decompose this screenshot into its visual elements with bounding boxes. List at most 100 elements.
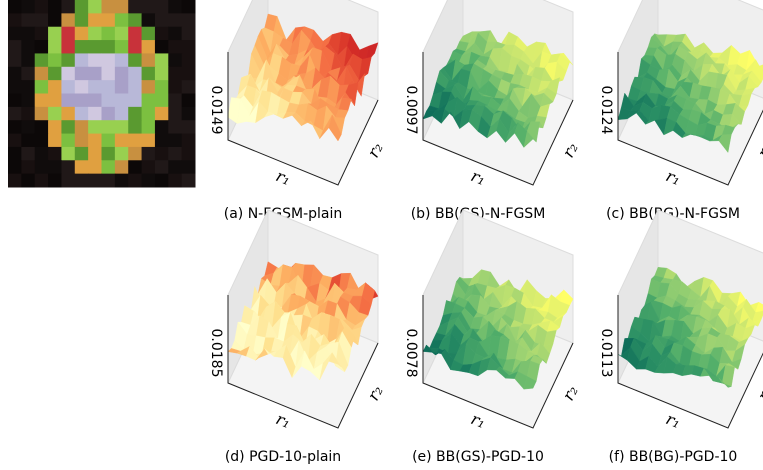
image-pixel: [128, 40, 142, 54]
image-pixel: [88, 53, 102, 67]
image-pixel: [102, 67, 116, 81]
image-pixel: [115, 160, 129, 174]
image-pixel: [75, 40, 89, 54]
image-pixel: [88, 94, 102, 108]
image-pixel: [8, 94, 22, 108]
image-pixel: [182, 174, 196, 188]
image-pixel: [75, 80, 89, 94]
image-pixel: [48, 94, 62, 108]
image-pixel: [35, 94, 49, 108]
image-pixel: [115, 174, 129, 188]
image-pixel: [128, 134, 142, 148]
image-pixel: [155, 160, 169, 174]
image-pixel: [155, 67, 169, 81]
image-pixel: [61, 0, 75, 14]
image-pixel: [21, 94, 35, 108]
image-pixel: [182, 147, 196, 161]
image-pixel: [102, 80, 116, 94]
image-pixel: [21, 134, 35, 148]
caption: (f) BB(BG)-PGD-10: [609, 449, 738, 465]
image-pixel: [75, 120, 89, 134]
image-pixel: [61, 107, 75, 121]
image-pixel: [88, 40, 102, 54]
image-pixel: [35, 120, 49, 134]
image-pixel: [128, 160, 142, 174]
image-pixel: [168, 0, 182, 14]
image-pixel: [128, 67, 142, 81]
caption: (d) PGD-10-plain: [225, 449, 341, 465]
image-pixel: [102, 120, 116, 134]
image-pixel: [48, 147, 62, 161]
image-pixel: [142, 67, 156, 81]
y-axis-label: r₂: [753, 382, 763, 403]
image-pixel: [142, 40, 156, 54]
image-pixel: [88, 67, 102, 81]
image-pixel: [168, 174, 182, 188]
image-pixel: [102, 160, 116, 174]
image-pixel: [21, 53, 35, 67]
image-pixel: [168, 160, 182, 174]
image-pixel: [61, 120, 75, 134]
image-pixel: [48, 174, 62, 188]
image-pixel: [115, 94, 129, 108]
image-pixel: [182, 0, 196, 14]
image-pixel: [182, 13, 196, 27]
image-pixel: [35, 0, 49, 14]
image-pixel: [75, 134, 89, 148]
image-pixel: [8, 107, 22, 121]
y-axis-label: r₂: [558, 139, 581, 160]
image-pixel: [48, 0, 62, 14]
image-pixel: [8, 27, 22, 41]
image-pixel: [48, 134, 62, 148]
image-pixel: [88, 174, 102, 188]
image-pixel: [115, 134, 129, 148]
image-pixel: [75, 0, 89, 14]
image-pixel: [142, 174, 156, 188]
image-pixel: [128, 13, 142, 27]
image-pixel: [21, 27, 35, 41]
image-pixel: [8, 134, 22, 148]
image-pixel: [142, 80, 156, 94]
image-pixel: [142, 134, 156, 148]
image-pixel: [88, 107, 102, 121]
image-pixel: [182, 80, 196, 94]
image-pixel: [128, 53, 142, 67]
image-pixel: [48, 40, 62, 54]
image-pixel: [75, 94, 89, 108]
image-pixel: [35, 174, 49, 188]
image-pixel: [61, 67, 75, 81]
image-pixel: [168, 80, 182, 94]
image-pixel: [128, 107, 142, 121]
image-pixel: [35, 67, 49, 81]
image-pixel: [75, 53, 89, 67]
image-pixel: [8, 80, 22, 94]
image-pixel: [61, 94, 75, 108]
image-pixel: [168, 40, 182, 54]
page: {"panels": [ {"caption": "(a) N-FGSM-pla…: [0, 0, 763, 470]
image-pixel: [75, 27, 89, 41]
image-pixel: [168, 13, 182, 27]
image-pixel: [182, 107, 196, 121]
image-pixel: [8, 160, 22, 174]
image-pixel: [88, 0, 102, 14]
y-axis-label: r₂: [363, 139, 386, 160]
image-pixel: [155, 40, 169, 54]
image-pixel: [102, 0, 116, 14]
x-axis-label: r₁: [468, 166, 488, 189]
image-pixel: [48, 13, 62, 27]
image-pixel: [102, 94, 116, 108]
z-tick-label: 0.0149: [208, 86, 224, 135]
image-pixel: [182, 40, 196, 54]
image-pixel: [155, 53, 169, 67]
caption: (e) BB(GS)-PGD-10: [412, 449, 544, 465]
image-pixel: [35, 53, 49, 67]
image-pixel: [102, 134, 116, 148]
image-pixel: [35, 27, 49, 41]
image-pixel: [21, 160, 35, 174]
image-pixel: [155, 147, 169, 161]
image-pixel: [155, 120, 169, 134]
image-pixel: [155, 0, 169, 14]
image-pixel: [88, 13, 102, 27]
image-pixel: [61, 27, 75, 41]
image-pixel: [88, 147, 102, 161]
